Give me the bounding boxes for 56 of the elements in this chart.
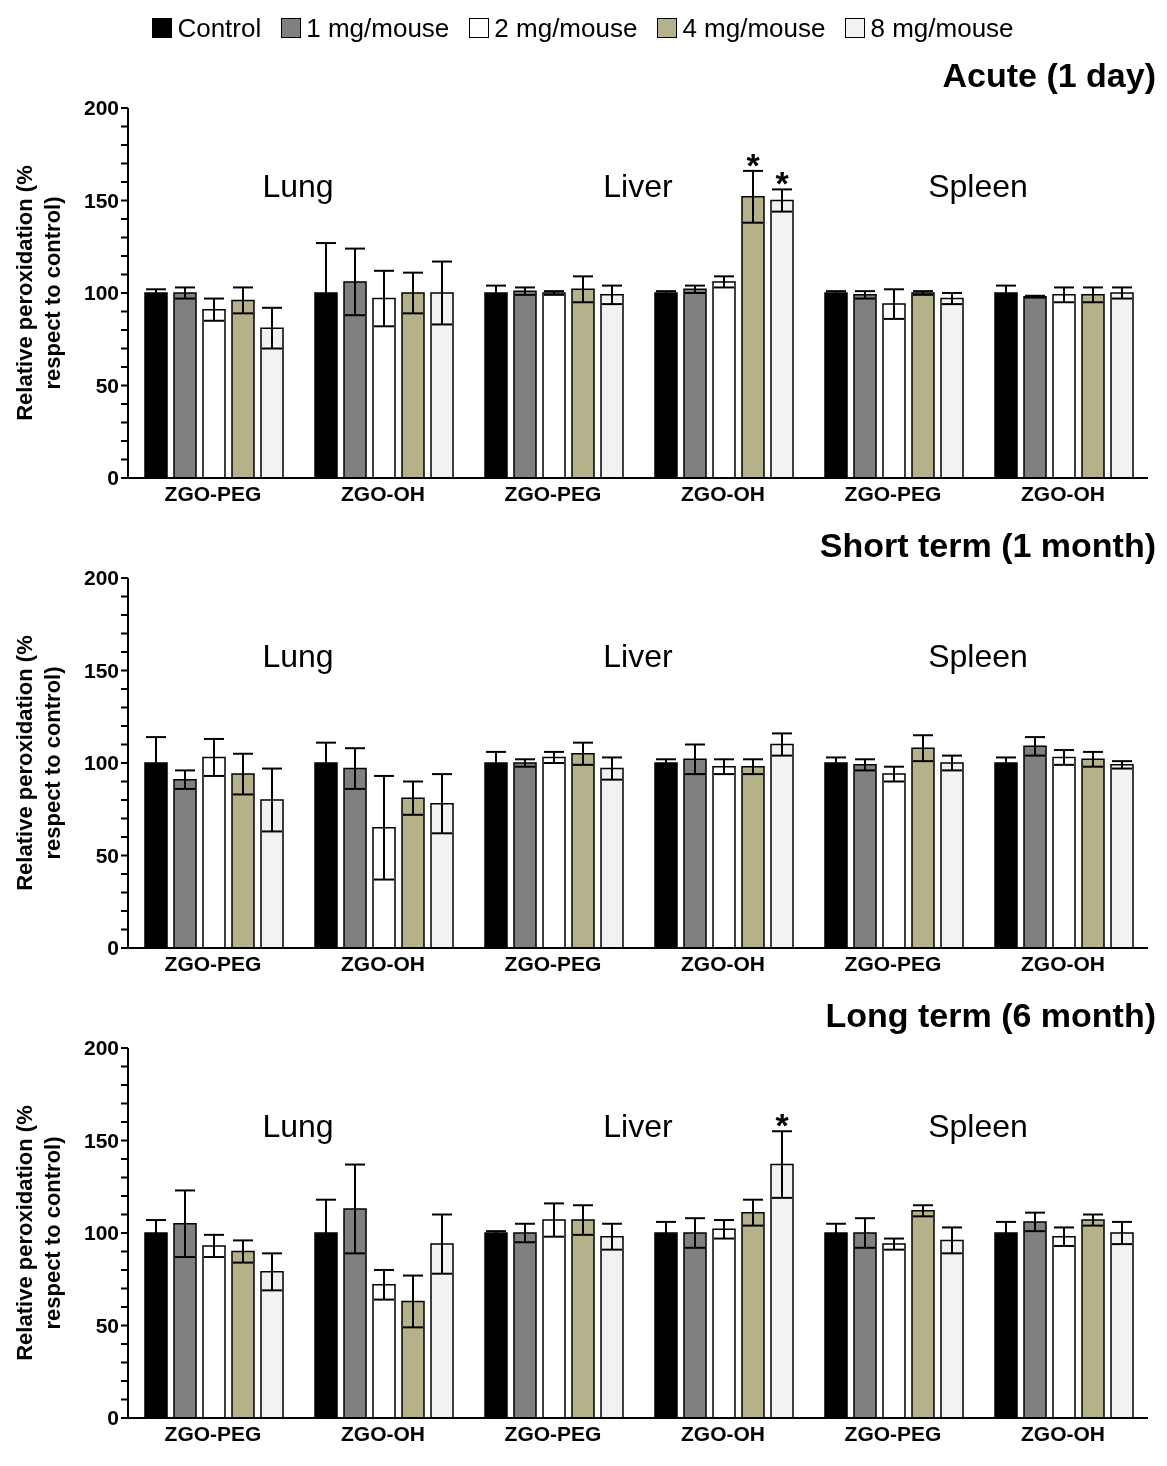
annotation: Lung bbox=[261, 638, 335, 675]
y-tick-label: 50 bbox=[95, 1313, 119, 1337]
x-tick-label: ZGO-OH bbox=[681, 481, 765, 505]
y-tick-label: 150 bbox=[83, 658, 119, 682]
data-label: * bbox=[746, 145, 761, 184]
x-tick-label: ZGO-PEG bbox=[844, 1421, 942, 1445]
y-tick-label: 150 bbox=[83, 188, 119, 212]
legend-label: 1 mg/mouse bbox=[306, 12, 450, 44]
x-tick-label: ZGO-PEG bbox=[504, 481, 602, 505]
annotation: Lung bbox=[261, 168, 335, 205]
data-label: * bbox=[775, 164, 790, 203]
x-tick-label: ZGO-OH bbox=[341, 1421, 425, 1445]
chart-title: Long term (6 month) bbox=[825, 996, 1156, 1035]
y-axis-title: Relative peroxidation (% respect to control) bbox=[11, 164, 66, 423]
y-tick-label: 100 bbox=[83, 281, 119, 305]
x-tick-label: ZGO-OH bbox=[1021, 1421, 1105, 1445]
y-tick-label: 150 bbox=[83, 1128, 119, 1152]
chart-title: Short term (1 month) bbox=[819, 526, 1156, 565]
y-tick-label: 200 bbox=[83, 1036, 119, 1060]
chart-title: Acute (1 day) bbox=[942, 56, 1156, 95]
y-tick-label: 200 bbox=[83, 96, 119, 120]
legend-label: 4 mg/mouse bbox=[682, 12, 826, 44]
x-tick-label: ZGO-PEG bbox=[504, 951, 602, 975]
y-tick-label: 200 bbox=[83, 566, 119, 590]
annotation: Liver bbox=[602, 168, 674, 205]
y-tick-label: 50 bbox=[95, 843, 119, 867]
annotation: Spleen bbox=[927, 638, 1029, 675]
x-tick-label: ZGO-OH bbox=[1021, 951, 1105, 975]
x-tick-label: ZGO-PEG bbox=[164, 951, 262, 975]
y-tick-label: 0 bbox=[107, 1406, 119, 1430]
legend-label: 2 mg/mouse bbox=[494, 12, 638, 44]
legend-label: Control bbox=[177, 12, 262, 44]
y-axis-title: Relative peroxidation (% respect to control) bbox=[11, 634, 66, 893]
x-tick-label: ZGO-PEG bbox=[164, 481, 262, 505]
y-tick-label: 0 bbox=[107, 936, 119, 960]
x-tick-label: ZGO-OH bbox=[341, 951, 425, 975]
x-tick-label: ZGO-OH bbox=[341, 481, 425, 505]
x-tick-label: ZGO-PEG bbox=[844, 481, 942, 505]
x-tick-label: ZGO-PEG bbox=[844, 951, 942, 975]
y-axis-title: Relative peroxidation (% respect to control) bbox=[11, 1104, 66, 1363]
y-tick-label: 100 bbox=[83, 1221, 119, 1245]
annotation: Spleen bbox=[927, 1108, 1029, 1145]
x-tick-label: ZGO-OH bbox=[1021, 481, 1105, 505]
x-tick-label: ZGO-PEG bbox=[504, 1421, 602, 1445]
x-tick-label: ZGO-OH bbox=[681, 951, 765, 975]
y-tick-label: 100 bbox=[83, 751, 119, 775]
x-tick-label: ZGO-PEG bbox=[164, 1421, 262, 1445]
legend-label: 8 mg/mouse bbox=[870, 12, 1014, 44]
annotation: Liver bbox=[602, 638, 674, 675]
y-tick-label: 50 bbox=[95, 373, 119, 397]
annotation: Lung bbox=[261, 1108, 335, 1145]
annotation: Spleen bbox=[927, 168, 1029, 205]
y-tick-label: 0 bbox=[107, 466, 119, 490]
x-tick-label: ZGO-OH bbox=[681, 1421, 765, 1445]
data-label: * bbox=[775, 1106, 790, 1145]
annotation: Liver bbox=[602, 1108, 674, 1145]
